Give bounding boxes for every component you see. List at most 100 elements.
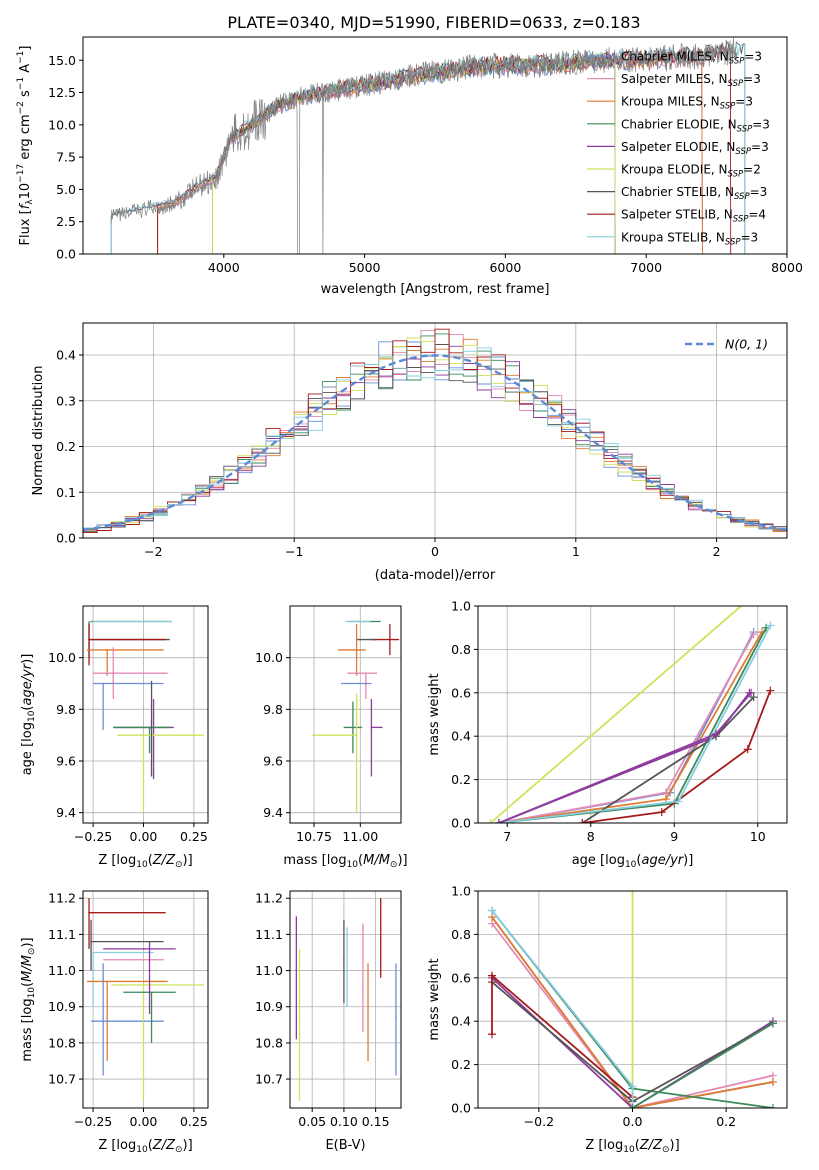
data-point	[355, 649, 358, 651]
chart-weight_vs_Z: −0.2 0.0 0.2 0.0 0.2 0.4 0.6 0.8 1.0 Z [log10(Z/Z…	[427, 884, 788, 1155]
x-axis-label: E(B-V)	[325, 1138, 365, 1153]
y-tick-label: 10.0	[48, 117, 76, 132]
series-line-salpeter_miles	[491, 922, 774, 1108]
x-axis-label: mass [log10(M/M⊙)]	[283, 853, 407, 870]
model-line-salpeter_elodie	[212, 52, 616, 254]
legend-entry: Chabrier MILES, NSSP=3	[621, 50, 762, 67]
y-axis-label: Normed distribution	[31, 366, 46, 496]
histogram-salpeter_stelib	[83, 328, 787, 534]
data-point	[367, 1005, 369, 1008]
series-line-kroupa_stelib	[498, 625, 772, 823]
legend-entry: Kroupa MILES, NSSP=3	[621, 95, 753, 112]
series-line-kroupa_miles	[491, 916, 774, 1108]
figure-title: PLATE=0340, MJD=51990, FIBERID=0633, z=0…	[227, 13, 640, 32]
y-tick-label: 0.3	[56, 393, 76, 408]
y-tick-label: 0.0	[451, 1101, 471, 1116]
x-tick-label: 0.10	[330, 1114, 358, 1129]
data-point	[148, 969, 151, 972]
y-tick-label: 9.8	[56, 702, 76, 717]
data-point	[355, 716, 358, 718]
y-tick-label: 12.5	[48, 85, 76, 100]
data-point	[341, 682, 343, 685]
data-point	[355, 734, 358, 736]
y-tick-label: 1.0	[451, 884, 471, 899]
data-point	[88, 911, 90, 914]
y-tick-label: 0.4	[451, 729, 471, 744]
x-tick-label: −0.25	[74, 1114, 112, 1129]
plot-area	[110, 37, 746, 254]
y-tick-label: 10.0	[48, 650, 76, 665]
y-tick-label: 10.9	[255, 999, 283, 1014]
series-marker	[766, 621, 775, 630]
legend-entry: Salpeter STELIB, NSSP=4	[621, 208, 766, 225]
x-tick-label: 10.75	[296, 829, 332, 844]
plot-area	[478, 606, 787, 823]
y-tick-label: 9.4	[263, 805, 283, 820]
series-marker	[578, 819, 587, 823]
data-point	[102, 1020, 104, 1022]
legend-entry: Salpeter ELODIE, NSSP=3	[621, 140, 769, 157]
x-tick-label: 0.00	[130, 1114, 158, 1129]
chart-weight_vs_age: 7 8 9 10 0.0 0.2 0.4 0.6 0.8 1.0 age [log10(age/yr…	[427, 599, 788, 870]
y-tick-label: 10.8	[48, 1035, 76, 1050]
series-marker	[628, 1082, 637, 1091]
x-tick-label: 10	[750, 829, 766, 844]
y-axis-label: Flux [fλ10−17 erg cm−2 s−1 A−1]	[16, 46, 35, 246]
data-point	[106, 980, 108, 983]
data-point	[92, 620, 94, 623]
x-tick-label: 4000	[208, 260, 240, 275]
series-marker	[766, 686, 775, 695]
y-tick-label: 0.0	[56, 247, 76, 262]
legend-entry: Chabrier ELODIE, NSSP=3	[621, 117, 770, 134]
series-marker	[768, 1077, 777, 1086]
data-point	[343, 958, 345, 961]
axes-frame	[289, 605, 402, 824]
series-marker	[628, 891, 637, 895]
y-tick-label: 11.1	[255, 927, 283, 942]
series-line-salpeter_stelib	[491, 973, 634, 1098]
data-point	[352, 726, 354, 729]
plot-area	[290, 891, 401, 1108]
chart-mass_vs_ebv: 0.05 0.10 0.15 10.7 10.8 10.9 11.0 11.1 11.2 E(B-…	[255, 890, 402, 1153]
data-point	[142, 734, 145, 736]
data-point	[102, 682, 104, 685]
series-marker	[488, 971, 497, 980]
y-tick-label: 11.0	[48, 963, 76, 978]
y-tick-label: 1.0	[451, 599, 471, 614]
x-tick-label: 2	[713, 544, 721, 559]
series-line-kroupa_elodie	[489, 606, 743, 823]
series-marker	[749, 693, 758, 702]
series-marker	[657, 808, 666, 817]
y-tick-label: 10.7	[48, 1072, 76, 1087]
data-point	[379, 937, 382, 939]
data-spectrum-line	[110, 37, 738, 254]
x-tick-label: 9	[670, 829, 678, 844]
x-tick-label: 0.05	[298, 1114, 326, 1129]
plot-area	[83, 891, 208, 1108]
x-tick-label: 6000	[489, 260, 521, 275]
x-tick-label: 11.00	[342, 829, 378, 844]
data-point	[88, 638, 90, 641]
plot-area	[83, 606, 208, 823]
data-point	[362, 984, 364, 986]
chart-age_vs_Z: −0.25 0.00 0.25 9.4 9.6 9.8 10.0 Z [log10(Z/Z⊙)…	[20, 605, 209, 870]
data-point	[148, 726, 151, 729]
data-point	[298, 1020, 301, 1022]
x-tick-label: 8000	[771, 260, 803, 275]
series-marker	[768, 1104, 777, 1108]
series-marker	[486, 819, 495, 823]
y-tick-label: 0.2	[451, 772, 471, 787]
data-point	[150, 721, 153, 724]
series-marker	[743, 745, 752, 754]
series-line-salpeter_elodie	[498, 692, 752, 823]
y-tick-label: 11.2	[48, 891, 76, 906]
chart-mass_vs_Z: −0.25 0.00 0.25 10.7 10.8 10.9 11.0 11.1 11.2 Z […	[20, 890, 209, 1155]
data-point	[132, 958, 135, 961]
x-tick-label: −0.25	[74, 829, 112, 844]
y-tick-label: 11.2	[255, 891, 283, 906]
y-tick-label: 0.1	[56, 485, 76, 500]
x-tick-label: 0.25	[180, 829, 208, 844]
chart-age_vs_mass: 10.75 11.00 9.4 9.6 9.8 10.0 mass [log10(M/M⊙)…	[255, 605, 408, 870]
x-axis-label: (data-model)/error	[375, 568, 496, 583]
y-tick-label: 15.0	[48, 53, 76, 68]
